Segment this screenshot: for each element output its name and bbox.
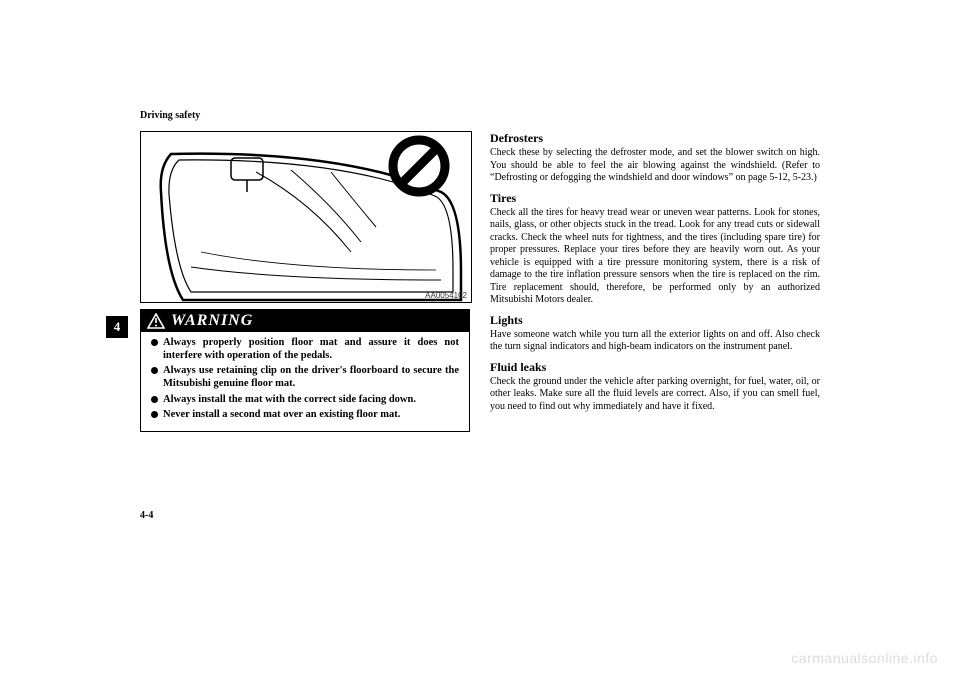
warning-label: WARNING <box>171 312 253 330</box>
chapter-tab: 4 <box>106 316 128 338</box>
warning-item: Always install the mat with the correct … <box>151 393 459 406</box>
warning-header: WARNING <box>141 310 469 332</box>
warning-triangle-icon <box>147 313 165 329</box>
illustration-id: AA0054102 <box>425 291 467 300</box>
page-content: Driving safety 4 <box>140 110 820 432</box>
page-header: Driving safety <box>140 110 820 121</box>
two-column-layout: AA0054102 WARNING Always properly positi… <box>140 131 820 432</box>
page-number: 4-4 <box>140 510 153 521</box>
section-title-defrosters: Defrosters <box>490 131 820 146</box>
floor-mat-illustration: AA0054102 <box>140 131 472 303</box>
section-body-tires: Check all the tires for heavy tread wear… <box>490 207 820 307</box>
warning-body: Always properly position floor mat and a… <box>141 332 469 431</box>
right-column: Defrosters Check these by selecting the … <box>490 131 820 432</box>
warning-list: Always properly position floor mat and a… <box>151 336 459 421</box>
section-title-fluid-leaks: Fluid leaks <box>490 360 820 375</box>
section-body-defrosters: Check these by selecting the defroster m… <box>490 147 820 185</box>
watermark: carmanualsonline.info <box>791 650 938 666</box>
warning-item: Never install a second mat over an exist… <box>151 408 459 421</box>
section-body-fluid-leaks: Check the ground under the vehicle after… <box>490 376 820 414</box>
section-body-lights: Have someone watch while you turn all th… <box>490 329 820 354</box>
left-column: AA0054102 WARNING Always properly positi… <box>140 131 470 432</box>
section-title-lights: Lights <box>490 313 820 328</box>
illustration-svg <box>141 132 471 302</box>
warning-item: Always use retaining clip on the driver'… <box>151 364 459 390</box>
warning-item: Always properly position floor mat and a… <box>151 336 459 362</box>
warning-box: WARNING Always properly position floor m… <box>140 309 470 432</box>
section-title-tires: Tires <box>490 191 820 206</box>
